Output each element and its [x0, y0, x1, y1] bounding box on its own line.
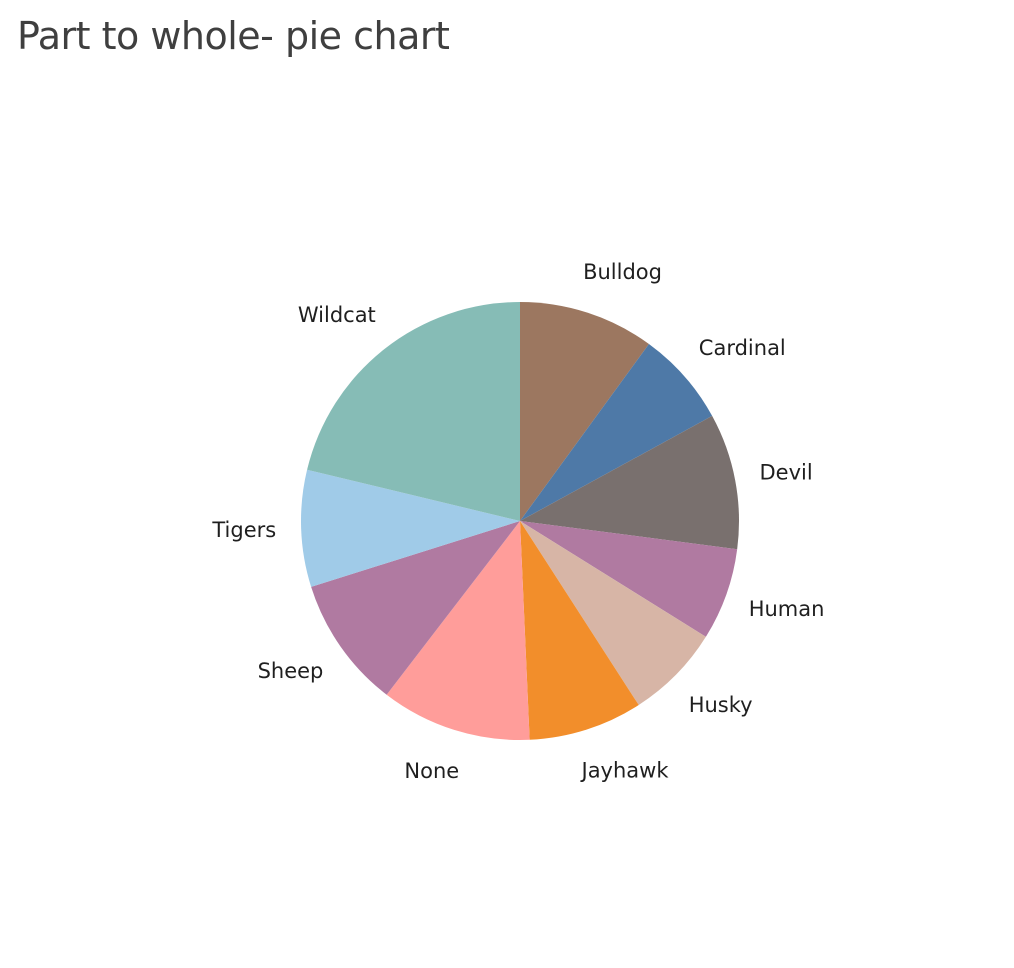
pie-slice-wildcat[interactable] [307, 302, 520, 521]
pie-label-sheep: Sheep [258, 659, 324, 683]
pie-slice-devil[interactable] [520, 415, 740, 550]
pie-labels: Bulldog Cardinal Devil Human Husky Jayhawk Non… [211, 260, 824, 783]
pie-slice-jayhawk[interactable] [520, 521, 639, 740]
pie-slice-tigers[interactable] [301, 469, 520, 587]
pie-slice-sheep[interactable] [311, 521, 520, 695]
pie-label-wildcat: Wildcat [298, 303, 376, 327]
pie-slice-none[interactable] [386, 521, 530, 741]
pie-label-tigers: Tigers [211, 518, 276, 542]
pie-label-cardinal: Cardinal [699, 336, 786, 360]
pie-label-bulldog: Bulldog [583, 260, 662, 284]
pie-slice-bulldog[interactable] [520, 302, 649, 521]
pie-label-none: None [404, 759, 459, 783]
pie-label-devil: Devil [760, 461, 813, 485]
pie-label-jayhawk: Jayhawk [580, 759, 670, 783]
chart-title: Part to whole- pie chart [17, 14, 450, 58]
pie-label-husky: Husky [689, 693, 753, 717]
pie-slice-human[interactable] [520, 521, 738, 637]
pie-slice-husky[interactable] [520, 521, 706, 706]
pie-slices [301, 302, 740, 741]
pie-label-human: Human [749, 597, 825, 621]
pie-slice-cardinal[interactable] [520, 343, 713, 521]
